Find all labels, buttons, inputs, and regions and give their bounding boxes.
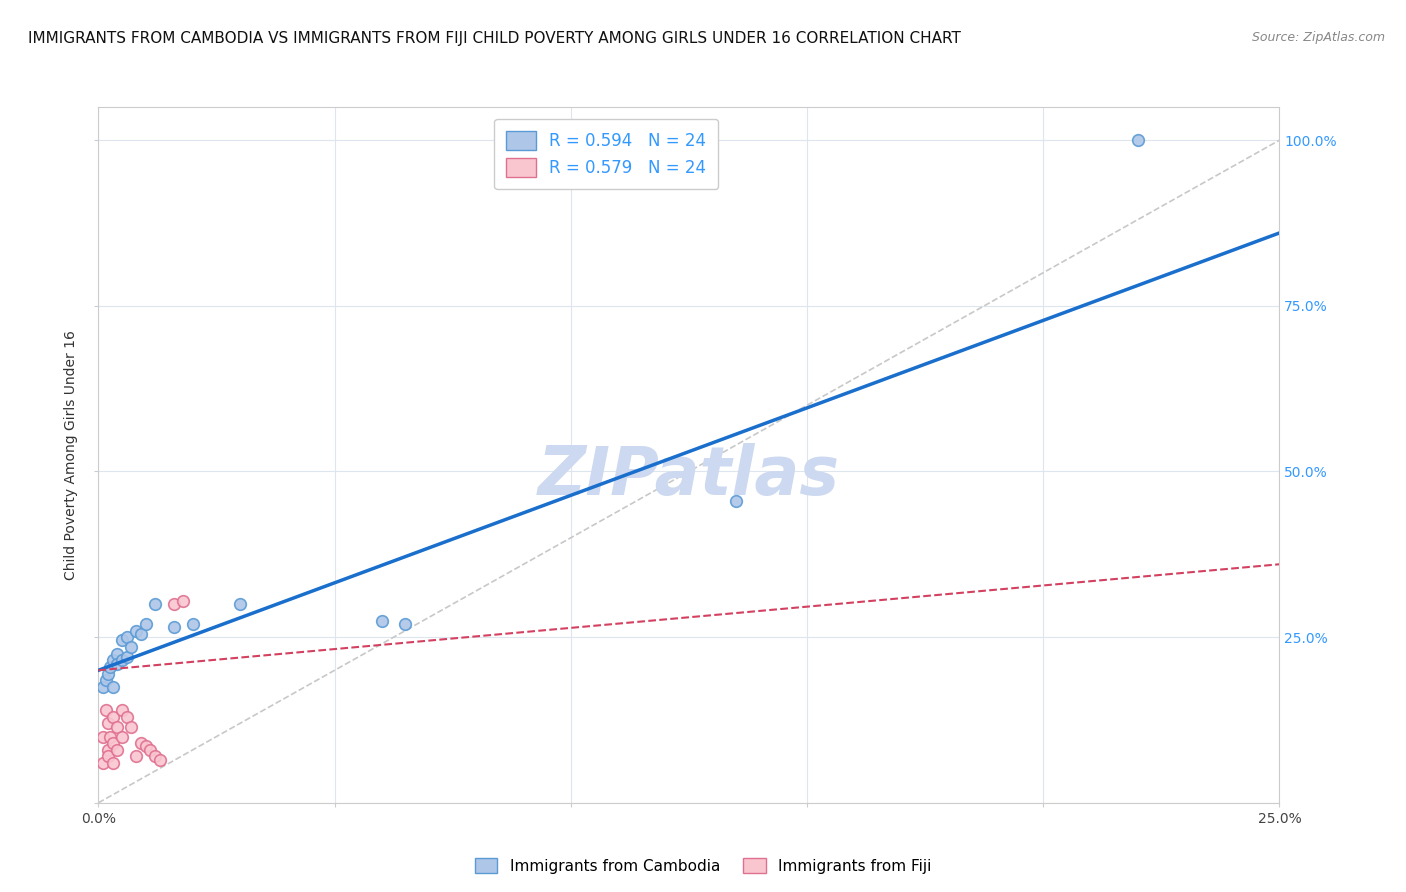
Point xyxy=(97,749,120,764)
Point xyxy=(121,720,143,734)
Point xyxy=(91,756,114,770)
Point xyxy=(94,673,117,688)
Text: IMMIGRANTS FROM CAMBODIA VS IMMIGRANTS FROM FIJI CHILD POVERTY AMONG GIRLS UNDER: IMMIGRANTS FROM CAMBODIA VS IMMIGRANTS F… xyxy=(28,31,960,46)
Legend: Immigrants from Cambodia, Immigrants from Fiji: Immigrants from Cambodia, Immigrants fro… xyxy=(468,852,938,880)
Point xyxy=(121,640,143,654)
Point xyxy=(163,620,186,634)
Point xyxy=(229,597,252,611)
Point xyxy=(97,743,120,757)
Point xyxy=(101,653,124,667)
Point xyxy=(111,633,134,648)
Point xyxy=(172,593,194,607)
Point xyxy=(105,647,128,661)
Text: Source: ZipAtlas.com: Source: ZipAtlas.com xyxy=(1251,31,1385,45)
Point xyxy=(94,703,117,717)
Point xyxy=(135,616,157,631)
Point xyxy=(91,680,114,694)
Point xyxy=(105,720,128,734)
Point xyxy=(97,716,120,731)
Point xyxy=(725,494,748,508)
Point xyxy=(105,743,128,757)
Y-axis label: Child Poverty Among Girls Under 16: Child Poverty Among Girls Under 16 xyxy=(65,330,79,580)
Point xyxy=(97,666,120,681)
Point xyxy=(115,650,138,665)
Point xyxy=(149,753,172,767)
Point xyxy=(101,680,124,694)
Point xyxy=(394,616,416,631)
Point xyxy=(163,597,186,611)
Point xyxy=(125,624,148,638)
Point xyxy=(91,730,114,744)
Point xyxy=(101,709,124,723)
Text: ZIPatlas: ZIPatlas xyxy=(538,442,839,508)
Point xyxy=(371,614,394,628)
Point xyxy=(143,749,166,764)
Point xyxy=(105,657,128,671)
Point xyxy=(101,756,124,770)
Point xyxy=(143,597,166,611)
Point xyxy=(135,739,157,754)
Point xyxy=(115,630,138,644)
Point xyxy=(101,736,124,750)
Point xyxy=(129,627,152,641)
Point xyxy=(111,653,134,667)
Point xyxy=(98,730,121,744)
Point xyxy=(1126,133,1149,147)
Point xyxy=(139,743,162,757)
Point xyxy=(125,749,148,764)
Point xyxy=(181,616,204,631)
Point xyxy=(111,703,134,717)
Point xyxy=(115,709,138,723)
Point xyxy=(98,660,121,674)
Legend: R = 0.594   N = 24, R = 0.579   N = 24: R = 0.594 N = 24, R = 0.579 N = 24 xyxy=(495,119,718,189)
Point xyxy=(111,730,134,744)
Point xyxy=(129,736,152,750)
